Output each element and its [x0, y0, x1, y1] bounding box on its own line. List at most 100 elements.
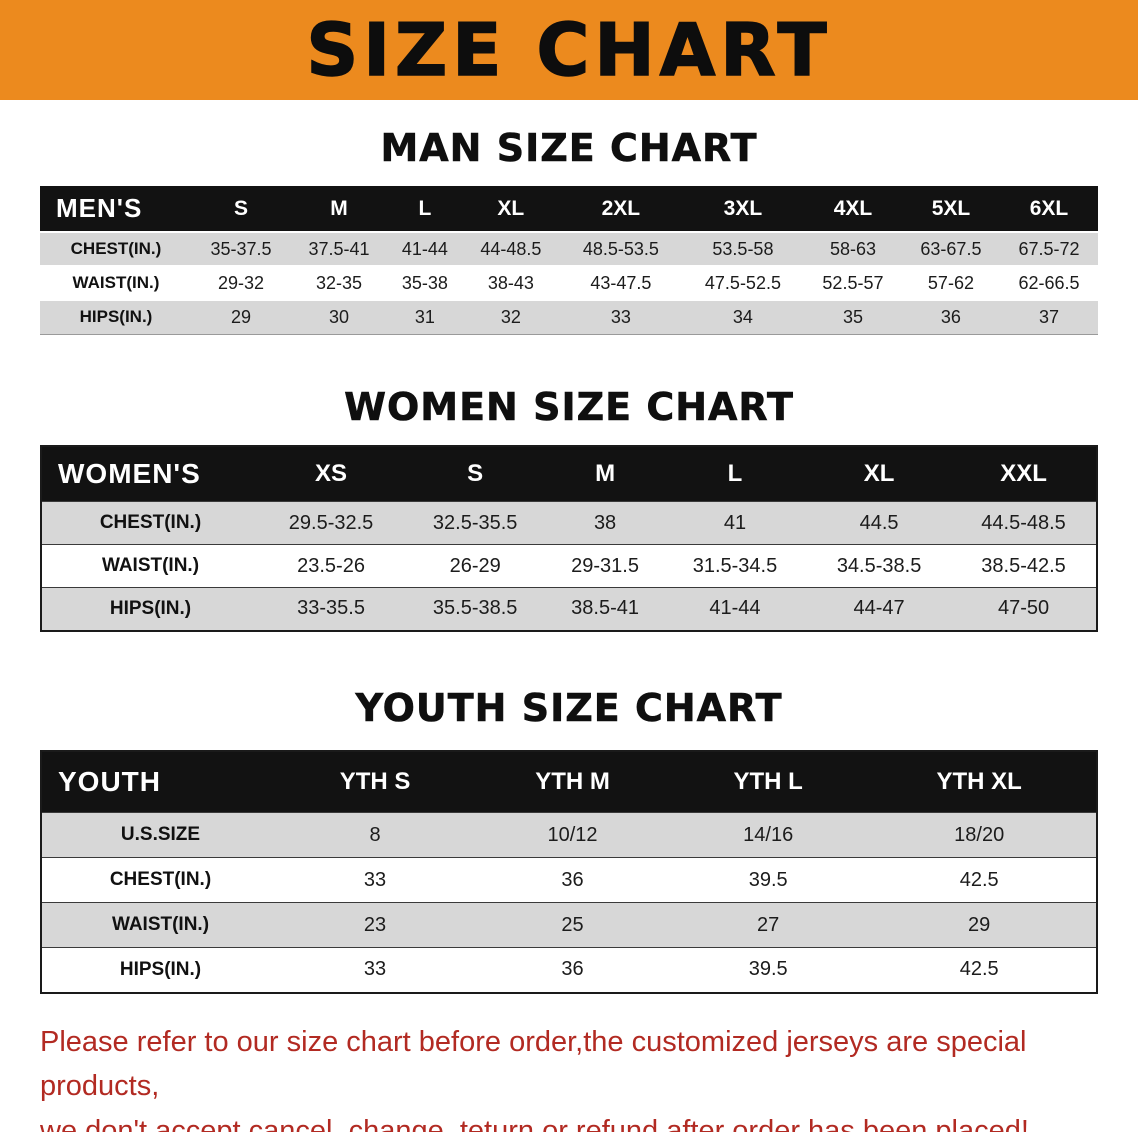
- value-cell: 53.5-58: [712, 238, 774, 259]
- women-section-heading: WOMEN SIZE CHART: [344, 384, 794, 429]
- value-cell: 29-31.5: [571, 554, 639, 577]
- row-label-cell: HIPS(IN.): [109, 597, 192, 619]
- value-cell: 36: [561, 958, 584, 981]
- men-section-heading: MAN SIZE CHART: [380, 126, 758, 171]
- table-row: WAIST(IN.) 29-32 32-35 35-38 38-43 43-47.5 47.…: [40, 266, 1098, 300]
- value-cell: 62-66.5: [1018, 272, 1080, 293]
- value-cell: 37.5-41: [308, 238, 370, 259]
- value-cell: 42.5: [959, 958, 999, 981]
- value-cell: 29-32: [217, 272, 265, 293]
- table-row: CHEST(IN.) 35-37.5 37.5-41 41-44 44-48.5 48.5…: [40, 232, 1098, 266]
- size-header-cell: S: [467, 459, 484, 487]
- table-row: HIPS(IN.) 29 30 31 32 33 34 35 36 37: [40, 300, 1098, 334]
- table-title-cell: WOMEN'S: [58, 457, 201, 489]
- disclaimer: Please refer to our size chart before or…: [40, 1020, 1100, 1132]
- value-cell: 38.5-42.5: [981, 554, 1066, 577]
- value-cell: 34: [732, 306, 753, 327]
- value-cell: 36: [561, 868, 584, 891]
- size-header-cell: 6XL: [1029, 196, 1069, 220]
- value-cell: 47-50: [997, 597, 1050, 620]
- row-label-cell: WAIST(IN.): [72, 273, 160, 292]
- value-cell: 14/16: [743, 823, 794, 846]
- value-cell: 44-47: [853, 597, 905, 620]
- value-cell: 31: [414, 306, 435, 327]
- value-cell: 30: [328, 306, 349, 327]
- value-cell: 10/12: [547, 823, 598, 846]
- row-label-cell: CHEST(IN.): [99, 512, 202, 533]
- table-row: HIPS(IN.) 33-35.5 35.5-38.5 38.5-41 41-44 44-…: [41, 587, 1097, 631]
- value-cell: 41-44: [709, 597, 761, 620]
- header-row: YOUTH YTH S YTH M YTH L YTH XL: [41, 750, 1097, 813]
- value-cell: 35: [842, 306, 863, 327]
- women-size-table: WOMEN'S XS S M L XL XXL CHEST(IN.) 29.5-32.5 32.5…: [40, 444, 1098, 632]
- value-cell: 37: [1038, 306, 1059, 327]
- size-header-cell: YTH L: [733, 767, 803, 795]
- header-row: WOMEN'S XS S M L XL XXL: [41, 445, 1097, 502]
- value-cell: 35-38: [401, 272, 448, 293]
- size-header-cell: 5XL: [931, 196, 971, 220]
- value-cell: 63-67.5: [920, 238, 982, 259]
- value-cell: 38: [593, 511, 617, 534]
- value-cell: 44.5: [859, 511, 899, 534]
- size-header-cell: YTH M: [535, 767, 610, 795]
- value-cell: 42.5: [959, 868, 999, 891]
- value-cell: 33-35.5: [297, 597, 365, 620]
- row-label-cell: HIPS(IN.): [119, 958, 202, 980]
- size-header-cell: YTH XL: [936, 767, 1022, 795]
- size-header-cell: XL: [863, 459, 895, 487]
- youth-section: YOUTH SIZE CHART YOUTH YTH S YTH M YTH L YTH…: [0, 685, 1138, 994]
- value-cell: 47.5-52.5: [704, 272, 781, 293]
- table-row: HIPS(IN.) 33 36 39.5 42.5: [41, 947, 1097, 993]
- value-cell: 31.5-34.5: [692, 554, 778, 577]
- value-cell: 33: [363, 868, 387, 891]
- value-cell: 44.5-48.5: [981, 511, 1066, 534]
- size-header-cell: L: [727, 459, 743, 487]
- value-cell: 32: [500, 306, 521, 327]
- table-title-cell: MEN'S: [56, 193, 143, 223]
- value-cell: 41-44: [401, 238, 448, 259]
- value-cell: 32.5-35.5: [432, 511, 518, 534]
- size-header-cell: XS: [315, 459, 348, 487]
- size-header-cell: M: [330, 196, 348, 220]
- size-chart-banner: SIZE CHART: [0, 0, 1138, 100]
- table-row: WAIST(IN.) 23 25 27 29: [41, 902, 1097, 948]
- size-header-cell: S: [233, 196, 248, 220]
- size-header-cell: M: [595, 459, 616, 487]
- youth-size-table: YOUTH YTH S YTH M YTH L YTH XL U.S.SIZE 8 10/12…: [40, 749, 1098, 994]
- value-cell: 32-35: [315, 272, 362, 293]
- size-header-cell: 4XL: [833, 196, 873, 220]
- value-cell: 35-37.5: [210, 238, 272, 259]
- value-cell: 67.5-72: [1018, 238, 1080, 259]
- value-cell: 44-48.5: [480, 238, 542, 259]
- value-cell: 33: [363, 958, 387, 981]
- value-cell: 8: [369, 823, 381, 846]
- row-label-cell: CHEST(IN.): [109, 869, 212, 890]
- value-cell: 38-43: [487, 272, 534, 293]
- disclaimer-line-2: we don't accept cancel, change, teturn o…: [40, 1115, 1029, 1132]
- value-cell: 35.5-38.5: [432, 597, 518, 620]
- value-cell: 18/20: [954, 823, 1005, 846]
- men-section: MAN SIZE CHART MEN'S S M L XL 2XL 3XL 4XL 5XL 6XL…: [0, 126, 1138, 335]
- women-section: WOMEN SIZE CHART WOMEN'S XS S M L XL XXL CHEST(…: [0, 384, 1138, 632]
- row-label-cell: CHEST(IN.): [70, 239, 162, 258]
- size-header-cell: XL: [497, 196, 525, 220]
- value-cell: 29: [230, 306, 251, 327]
- table-title-cell: YOUTH: [58, 765, 161, 797]
- value-cell: 43-47.5: [590, 272, 652, 293]
- men-size-table: MEN'S S M L XL 2XL 3XL 4XL 5XL 6XL CHEST(IN.) 35-37…: [40, 186, 1098, 335]
- value-cell: 48.5-53.5: [582, 238, 659, 259]
- value-cell: 23.5-26: [297, 554, 365, 577]
- value-cell: 39.5: [748, 868, 788, 891]
- value-cell: 38.5-41: [571, 597, 639, 620]
- row-label-cell: U.S.SIZE: [120, 824, 201, 845]
- size-header-cell: 2XL: [601, 196, 641, 220]
- value-cell: 29: [968, 913, 991, 936]
- table-row: U.S.SIZE 8 10/12 14/16 18/20: [41, 812, 1097, 858]
- youth-section-heading: YOUTH SIZE CHART: [355, 685, 783, 730]
- size-header-cell: YTH S: [339, 767, 411, 795]
- value-cell: 25: [561, 913, 584, 936]
- banner-title: SIZE CHART: [306, 8, 832, 92]
- value-cell: 57-62: [927, 272, 974, 293]
- header-row: MEN'S S M L XL 2XL 3XL 4XL 5XL 6XL: [40, 186, 1098, 232]
- size-header-cell: 3XL: [723, 196, 763, 220]
